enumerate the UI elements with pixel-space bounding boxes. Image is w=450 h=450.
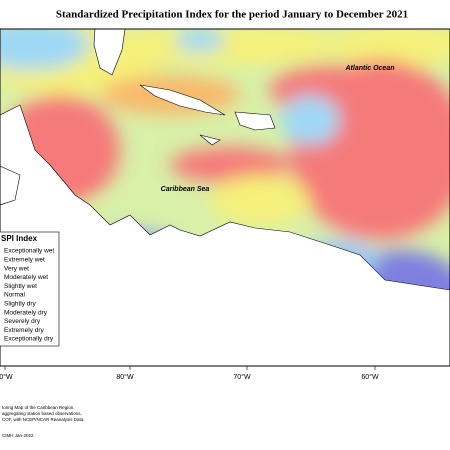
longitude-label: 70°W	[233, 373, 251, 381]
legend-item: Severely dry	[4, 318, 41, 325]
map-frame	[0, 28, 450, 367]
legend-item: Extremely wet	[4, 257, 45, 264]
footer-text: COF, with NCEP/NCAR Reanalysis Data.	[2, 417, 85, 422]
ocean-label: Atlantic Ocean	[344, 65, 394, 72]
footer-text: CIMH Jan-2022	[2, 433, 34, 438]
longitude-label: 80°W	[116, 373, 134, 381]
legend-item: Normal	[4, 292, 26, 299]
longitude-axis: 0°W 80°W 70°W 60°W	[0, 366, 379, 381]
legend-title: SPI Index	[1, 234, 38, 243]
legend-item: Slightly dry	[4, 301, 37, 308]
longitude-label: 60°W	[361, 373, 379, 381]
footer-text: aggregating station based observations,	[2, 411, 82, 416]
legend-item: Extremely dry	[4, 327, 44, 334]
legend-item: Exceptionally wet	[4, 248, 54, 255]
longitude-label: 0°W	[0, 373, 13, 381]
footer-text: toring Map of the Caribbean Region.	[2, 405, 75, 410]
sea-label: Caribbean Sea	[161, 186, 210, 193]
legend-item: Very wet	[4, 265, 29, 272]
legend: SPI Index Exceptionally wet Extremely wet…	[0, 231, 60, 347]
legend-item: Moderately wet	[4, 274, 48, 281]
footer: toring Map of the Caribbean Region.aggre…	[2, 405, 85, 438]
map-title: Standardized Precipitation Index for the…	[56, 9, 408, 21]
legend-item: Exceptionally dry	[4, 336, 54, 343]
legend-box	[0, 231, 60, 347]
land	[0, 28, 450, 367]
legend-item: Slightly wet	[4, 283, 37, 290]
legend-item: Moderately dry	[4, 309, 48, 316]
